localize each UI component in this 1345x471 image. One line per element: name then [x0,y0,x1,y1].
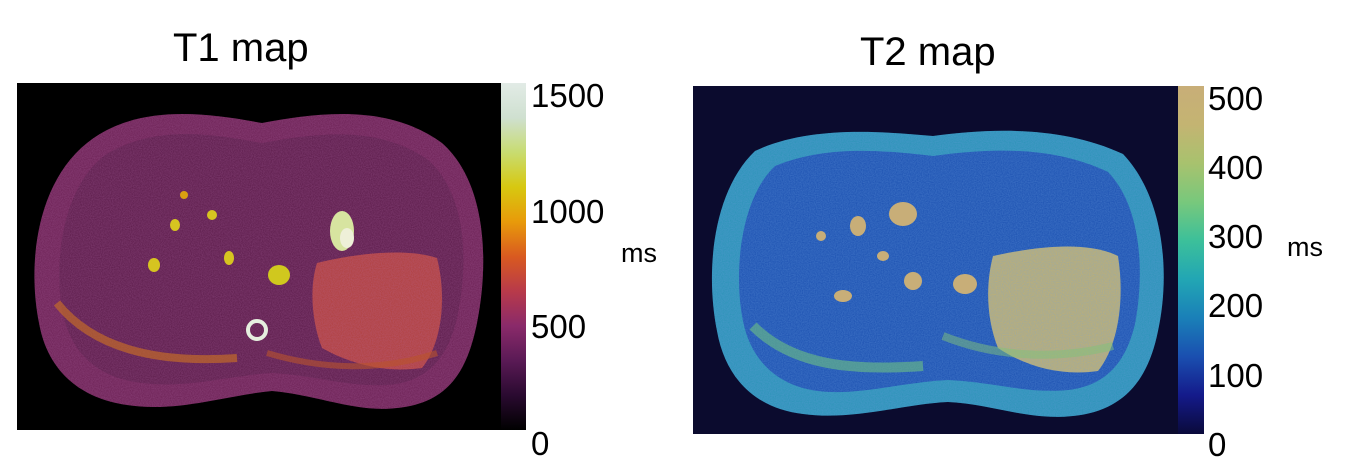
t1-map-title: T1 map [173,26,309,70]
t1-map-image [17,83,501,430]
t1-colorbar-tick: 1500 [531,77,605,114]
t2-map-title: T2 map [860,30,996,74]
t1-colorbar [501,83,526,430]
t2-colorbar-tick: 400 [1208,149,1264,186]
t1-colorbar-tick: 1000 [531,193,605,230]
t2-colorbar-tick: 100 [1208,357,1264,394]
t1-colorbar-tick: 500 [531,308,587,345]
t2-colorbar-tick: 300 [1208,218,1264,255]
t2-colorbar-tick: 0 [1208,426,1227,463]
t1-colorbar-tick: 0 [531,425,550,462]
t2-colorbar [1178,86,1204,434]
t2-colorbar-tick: 200 [1208,287,1264,324]
t2-unit-label: ms [1287,232,1323,262]
t1-unit-label: ms [621,238,657,268]
t2-map-image [693,86,1178,434]
t2-colorbar-tick: 500 [1208,80,1264,117]
